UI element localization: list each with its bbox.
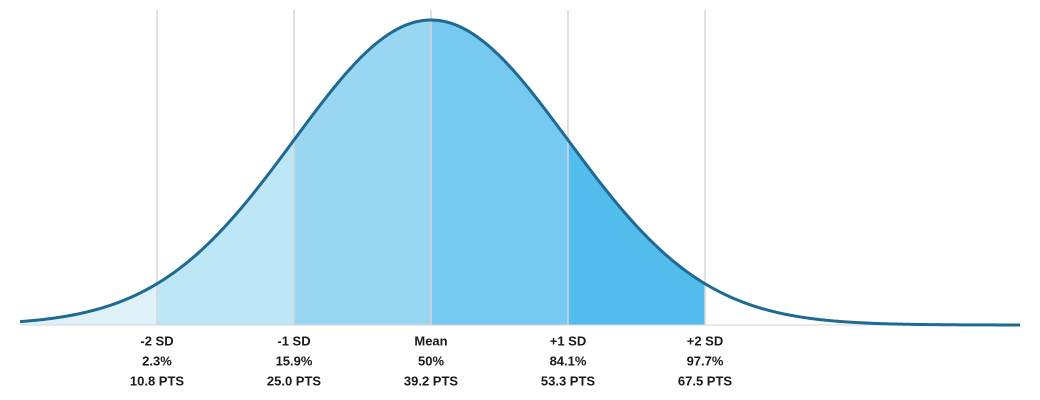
marker-label: -1 SD xyxy=(277,333,310,348)
fills xyxy=(20,20,705,325)
region xyxy=(431,20,568,325)
grid xyxy=(156,10,706,325)
marker-percentile: 50% xyxy=(418,353,444,368)
marker-label: +1 SD xyxy=(550,333,587,348)
marker-percentile: 15.9% xyxy=(276,353,313,368)
labels: -2 SD 2.3% 10.8 PTS -1 SD 15.9% 25.0 PTS Mean 5… xyxy=(130,333,733,388)
marker-points: 10.8 PTS xyxy=(130,373,185,388)
region xyxy=(294,20,431,325)
marker-percentile: 84.1% xyxy=(550,353,587,368)
marker-label: -2 SD xyxy=(140,333,173,348)
marker-points: 25.0 PTS xyxy=(267,373,322,388)
marker-label: +2 SD xyxy=(687,333,724,348)
marker-percentile: 97.7% xyxy=(687,353,724,368)
marker-percentile: 2.3% xyxy=(142,353,172,368)
marker-points: 53.3 PTS xyxy=(541,373,596,388)
bell-curve xyxy=(19,18,1020,327)
marker-points: 39.2 PTS xyxy=(404,373,459,388)
marker-points: 67.5 PTS xyxy=(678,373,733,388)
marker-label: Mean xyxy=(414,333,447,348)
region xyxy=(20,283,157,325)
